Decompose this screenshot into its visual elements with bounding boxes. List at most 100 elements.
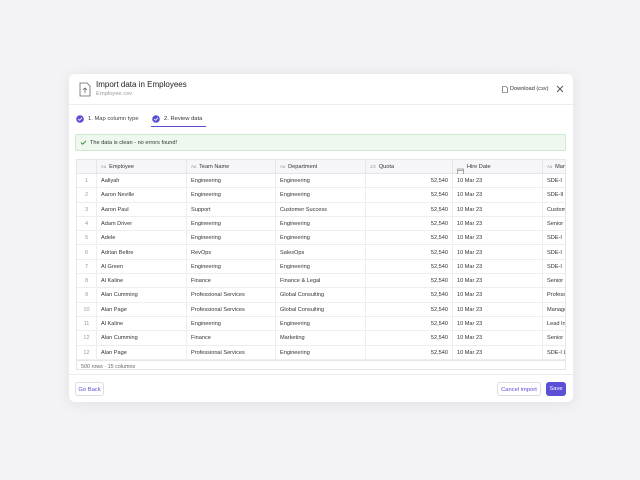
table-cell: Adrian Beltre (97, 245, 187, 260)
import-modal: Import data in Employees Employee.csv Do… (69, 74, 573, 402)
calendar-icon (457, 168, 464, 174)
table-cell: 52,540 (366, 216, 453, 232)
column-type-icon: Aa (101, 164, 107, 169)
table-row (77, 203, 565, 217)
cancel-button[interactable]: Cancel import (497, 382, 541, 396)
header-cell: Aa Department (276, 160, 366, 174)
row-number: 9 (77, 288, 97, 303)
table-cell: Al Kaline (97, 274, 187, 289)
column-name: Hire Date (467, 164, 491, 170)
table-cell: Al Kaline (97, 317, 187, 332)
table-cell: Finance (187, 274, 276, 289)
table-cell: 10 Mar 23 (453, 231, 543, 246)
table-cell: Engineering (276, 216, 366, 232)
column-type-icon: Aa (280, 164, 286, 169)
table-cell: 52,540 (366, 274, 453, 289)
column-type-icon: Aa (547, 164, 553, 169)
row-number: 1 (77, 174, 97, 189)
row-number: 3 (77, 202, 97, 217)
row-number: 5 (77, 231, 97, 246)
table-cell: Alan Cumming (97, 288, 187, 303)
table-cell: Engineering (276, 231, 366, 246)
header-cell (77, 160, 97, 174)
header-cell: Hire Date (453, 160, 543, 174)
go-back-button[interactable]: Go Back (75, 382, 104, 396)
download-button[interactable]: Download (csv) (510, 86, 549, 92)
table-cell: 52,540 (366, 345, 453, 360)
table-cell: 52,540 (366, 188, 453, 203)
table-row (77, 174, 565, 189)
table-cell: SDE-I (543, 174, 565, 188)
table-cell: Global Consulting (276, 302, 366, 317)
column-name: Employee (109, 164, 134, 170)
table-cell: Engineering (187, 317, 276, 332)
divider (69, 104, 573, 105)
table-cell: Senior (543, 274, 565, 288)
step-tab-active[interactable]: 2. Review data (164, 115, 203, 122)
table-cell: Engineering (276, 317, 366, 332)
column-type-icon: 1/2 (370, 164, 376, 169)
table-cell: Professional Services (187, 345, 276, 360)
table-cell: Engineering (276, 188, 366, 203)
step-check (76, 115, 84, 123)
table-cell: Marketing (276, 331, 366, 346)
table-row (77, 217, 565, 232)
download-icon (502, 86, 508, 93)
step-tab[interactable]: 1. Map column type (88, 115, 139, 122)
table-cell: Global Consulting (276, 288, 366, 303)
table-cell: Aaron Paul (97, 202, 187, 217)
table-cell: 10 Mar 23 (453, 245, 543, 260)
table-footer: 500 rows · 15 columns (77, 359, 565, 369)
modal-title: Import data in Employees (96, 80, 187, 89)
table-cell: 52,540 (366, 288, 453, 303)
table-row (77, 231, 565, 246)
table-row (77, 274, 565, 289)
table-cell: Professional Services (187, 302, 276, 317)
table-cell: SDE-I (543, 260, 565, 274)
table-cell: Engineering (276, 174, 366, 189)
table-cell: Finance & Legal (276, 274, 366, 289)
row-number: 10 (77, 302, 97, 317)
close-button[interactable] (556, 85, 564, 93)
table-cell: 10 Mar 23 (453, 317, 543, 332)
column-name: Team Name (199, 164, 230, 170)
active-underline (151, 126, 206, 128)
table-cell: Engineering (187, 188, 276, 203)
table-cell: Support (187, 202, 276, 217)
row-number: 4 (77, 216, 97, 232)
table-cell: Engineering (187, 231, 276, 246)
data-table: Aa Employee Aa Team Name Aa Department 1/2 Quot… (76, 159, 566, 370)
table-cell: Lead Instructor (543, 317, 565, 331)
table-row (77, 317, 565, 332)
table-cell: Alan Cumming (97, 331, 187, 346)
table-row (77, 303, 565, 317)
table-cell: Professional (543, 288, 565, 302)
row-number: 12 (77, 345, 97, 360)
table-cell: Engineering (276, 345, 366, 360)
table-cell: 10 Mar 23 (453, 202, 543, 217)
table-cell: Customer Success (543, 203, 565, 217)
row-number: 11 (77, 317, 97, 332)
table-cell: Manager (543, 303, 565, 317)
table-cell: Engineering (276, 259, 366, 275)
column-name: Manager (555, 164, 566, 170)
table-cell: 10 Mar 23 (453, 274, 543, 289)
table-cell: 52,540 (366, 317, 453, 332)
table-cell: 10 Mar 23 (453, 288, 543, 303)
row-number: 12 (77, 331, 97, 346)
table-cell: Aaliyah (97, 174, 187, 189)
table-cell: Senior Engineer (543, 217, 565, 231)
table-cell: Senior (543, 331, 565, 345)
table-cell: 10 Mar 23 (453, 302, 543, 317)
table-cell: 10 Mar 23 (453, 331, 543, 346)
row-number: 7 (77, 259, 97, 275)
save-button[interactable]: Save (546, 382, 566, 396)
table-cell: Adele (97, 231, 187, 246)
column-name: Quota (378, 164, 395, 170)
table-cell: 52,540 (366, 259, 453, 275)
table-cell: Engineering (187, 216, 276, 232)
table-cell: Professional Services (187, 288, 276, 303)
table-cell: Alan Page (97, 302, 187, 317)
banner-text: The data is clean - no errors found! (90, 139, 178, 146)
table-row (77, 331, 565, 346)
